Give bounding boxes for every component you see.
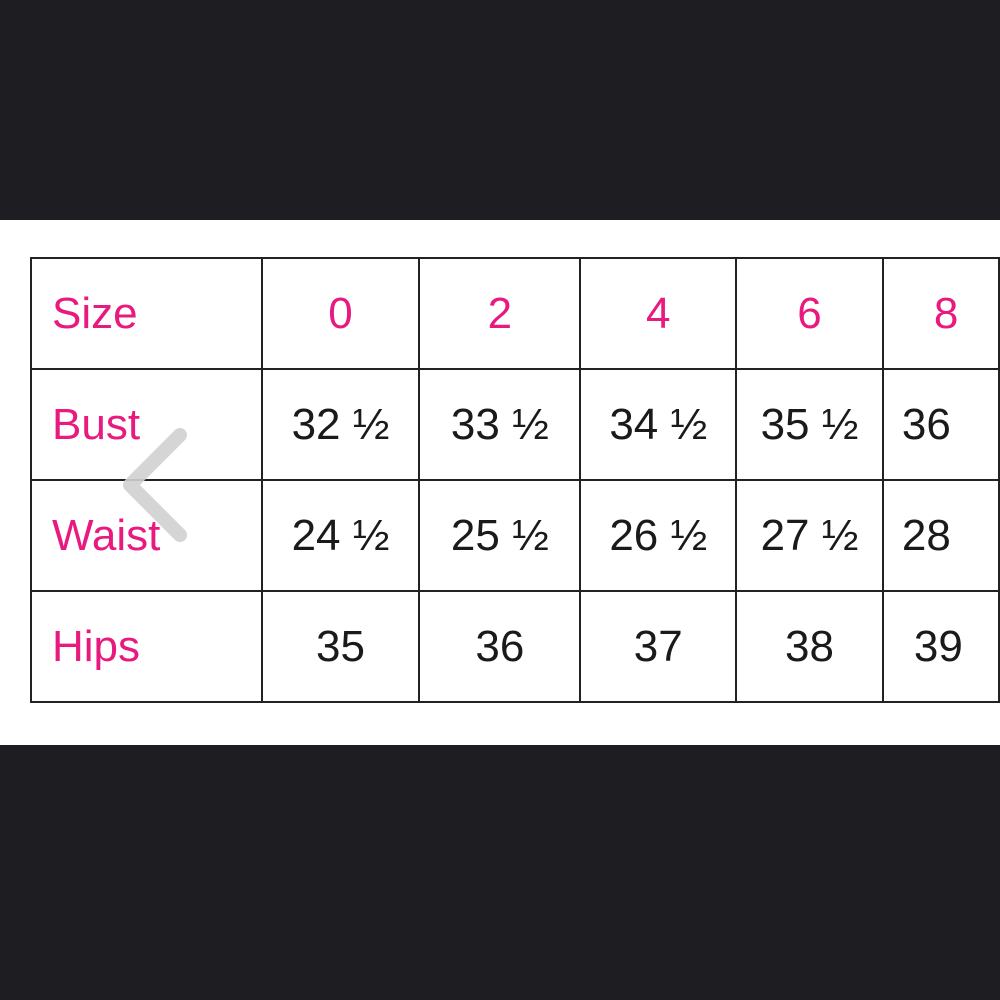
table-cell: 26 ½ bbox=[579, 479, 738, 592]
table-cell: 27 ½ bbox=[735, 479, 884, 592]
table-cell: 35 ½ bbox=[735, 368, 884, 481]
table-cell: 28 bbox=[881, 479, 1000, 592]
chevron-left-icon[interactable] bbox=[118, 425, 198, 545]
table-cell: 35 bbox=[260, 590, 421, 703]
size-cell: 6 bbox=[735, 257, 884, 370]
table-cell: 39 bbox=[881, 590, 1000, 703]
table-row: Hips 35 36 37 38 39 bbox=[30, 590, 1000, 703]
table-cell: 36 bbox=[418, 590, 582, 703]
table-cell: 38 bbox=[735, 590, 884, 703]
table-cell: 25 ½ bbox=[418, 479, 582, 592]
size-cell: 2 bbox=[418, 257, 582, 370]
table-row: Bust 32 ½ 33 ½ 34 ½ 35 ½ 36 bbox=[30, 368, 1000, 481]
table-row: Waist 24 ½ 25 ½ 26 ½ 27 ½ 28 bbox=[30, 479, 1000, 592]
header-label: Size bbox=[30, 257, 263, 370]
table-cell: 32 ½ bbox=[260, 368, 421, 481]
table-cell: 34 ½ bbox=[579, 368, 738, 481]
size-chart-image: Size 0 2 4 6 8 Bust 32 ½ 33 ½ 34 ½ 35 ½ … bbox=[0, 220, 1000, 745]
row-label: Hips bbox=[30, 590, 263, 703]
row-label: Bust bbox=[30, 368, 263, 481]
table-cell: 37 bbox=[579, 590, 738, 703]
size-chart-table: Size 0 2 4 6 8 Bust 32 ½ 33 ½ 34 ½ 35 ½ … bbox=[30, 257, 1000, 703]
size-cell: 4 bbox=[579, 257, 738, 370]
table-cell: 24 ½ bbox=[260, 479, 421, 592]
table-header-row: Size 0 2 4 6 8 bbox=[30, 257, 1000, 370]
table-cell: 36 bbox=[881, 368, 1000, 481]
size-cell: 0 bbox=[260, 257, 421, 370]
size-cell: 8 bbox=[881, 257, 1000, 370]
table-cell: 33 ½ bbox=[418, 368, 582, 481]
